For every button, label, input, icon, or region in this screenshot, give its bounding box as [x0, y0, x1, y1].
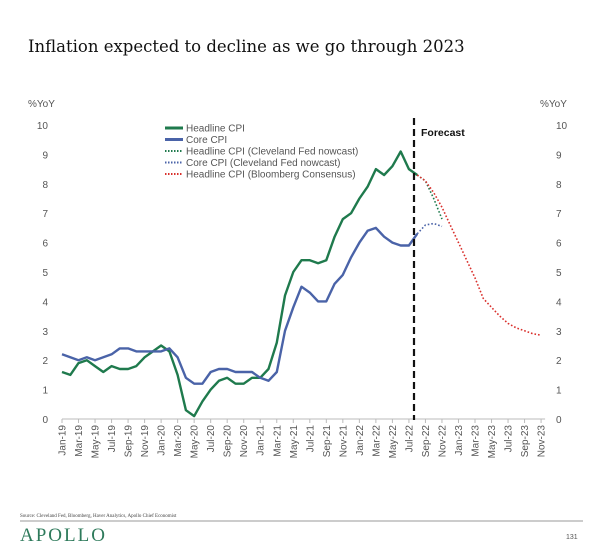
chart-title: Inflation expected to decline as we go t… [28, 37, 465, 56]
x-tick-label: Mar-20 [173, 425, 184, 457]
y-tick-label-right: 8 [556, 180, 562, 191]
x-tick-label: Jan-19 [58, 425, 69, 456]
x-tick-label: Mar-19 [74, 425, 85, 457]
x-tick-label: Jul-19 [107, 425, 118, 453]
x-tick-label: Mar-23 [471, 425, 482, 457]
y-tick-label-right: 7 [556, 209, 562, 220]
y-tick-label-left: 2 [42, 356, 48, 367]
y-tick-label-left: 6 [42, 239, 48, 250]
x-tick-label: Jul-23 [504, 425, 515, 453]
legend-label: Core CPI [186, 135, 227, 146]
legend-label: Core CPI (Cleveland Fed nowcast) [186, 158, 341, 169]
y-tick-label-left: 5 [42, 268, 48, 279]
x-tick-label: Jul-21 [305, 425, 316, 453]
y-tick-label-left: 4 [42, 297, 48, 308]
y-tick-label-right: 9 [556, 150, 562, 161]
y-tick-label-left: 8 [42, 180, 48, 191]
x-tick-label: May-22 [388, 425, 399, 459]
y-tick-label-right: 0 [556, 415, 562, 426]
series-line-1 [61, 226, 419, 385]
forecast-label: Forecast [421, 127, 465, 139]
y-tick-label-right: 2 [556, 356, 562, 367]
x-tick-label: May-21 [289, 425, 300, 459]
y-tick-label-right: 6 [556, 239, 562, 250]
source-note: Source: Cleveland Fed, Bloomberg, Haver … [20, 514, 177, 519]
x-tick-label: Nov-19 [140, 425, 151, 458]
y-tick-label-right: 5 [556, 268, 562, 279]
y-tick-label-right: 4 [556, 297, 562, 308]
x-tick-label: Jul-22 [404, 425, 415, 453]
x-tick-label: Mar-22 [371, 425, 382, 457]
x-tick-label: Mar-21 [272, 425, 283, 457]
x-tick-label: May-20 [190, 425, 201, 459]
y-axis-label-right: %YoY [540, 99, 567, 110]
y-axis-label-left: %YoY [28, 99, 55, 110]
legend-label: Headline CPI (Bloomberg Consensus) [186, 170, 356, 181]
y-tick-label-left: 1 [42, 386, 48, 397]
y-tick-label-left: 10 [37, 121, 49, 132]
x-tick-label: Sep-21 [322, 425, 333, 458]
x-tick-label: Jan-20 [157, 425, 168, 456]
page-number: 131 [566, 534, 578, 541]
y-tick-label-left: 3 [42, 327, 48, 338]
y-tick-label-right: 3 [556, 327, 562, 338]
x-tick-label: May-19 [91, 425, 102, 459]
x-tick-label: Jul-20 [206, 425, 217, 453]
y-tick-label-left: 9 [42, 150, 48, 161]
legend-label: Headline CPI [186, 124, 245, 135]
x-tick-label: May-23 [487, 425, 498, 459]
x-tick-label: Nov-21 [338, 425, 349, 458]
x-tick-label: Sep-23 [520, 425, 531, 458]
x-tick-label: Sep-19 [124, 425, 135, 458]
x-tick-label: Jan-21 [256, 425, 267, 456]
y-tick-label-right: 10 [556, 121, 568, 132]
series-line-4 [416, 174, 542, 336]
x-tick-label: Sep-22 [421, 425, 432, 458]
apollo-logo: APOLLO [20, 525, 107, 546]
x-tick-label: Nov-23 [537, 425, 548, 458]
y-tick-label-left: 0 [42, 415, 48, 426]
y-tick-label-left: 7 [42, 209, 48, 220]
series-line-3 [416, 222, 443, 235]
y-tick-label-right: 1 [556, 386, 562, 397]
x-tick-label: Nov-22 [437, 425, 448, 458]
series-line-2 [416, 174, 443, 220]
legend-label: Headline CPI (Cleveland Fed nowcast) [186, 147, 358, 158]
x-tick-label: Jan-22 [355, 425, 366, 456]
series-line-0 [61, 150, 418, 418]
x-tick-label: Jan-23 [454, 425, 465, 456]
x-tick-label: Nov-20 [239, 425, 250, 458]
x-tick-label: Sep-20 [223, 425, 234, 458]
